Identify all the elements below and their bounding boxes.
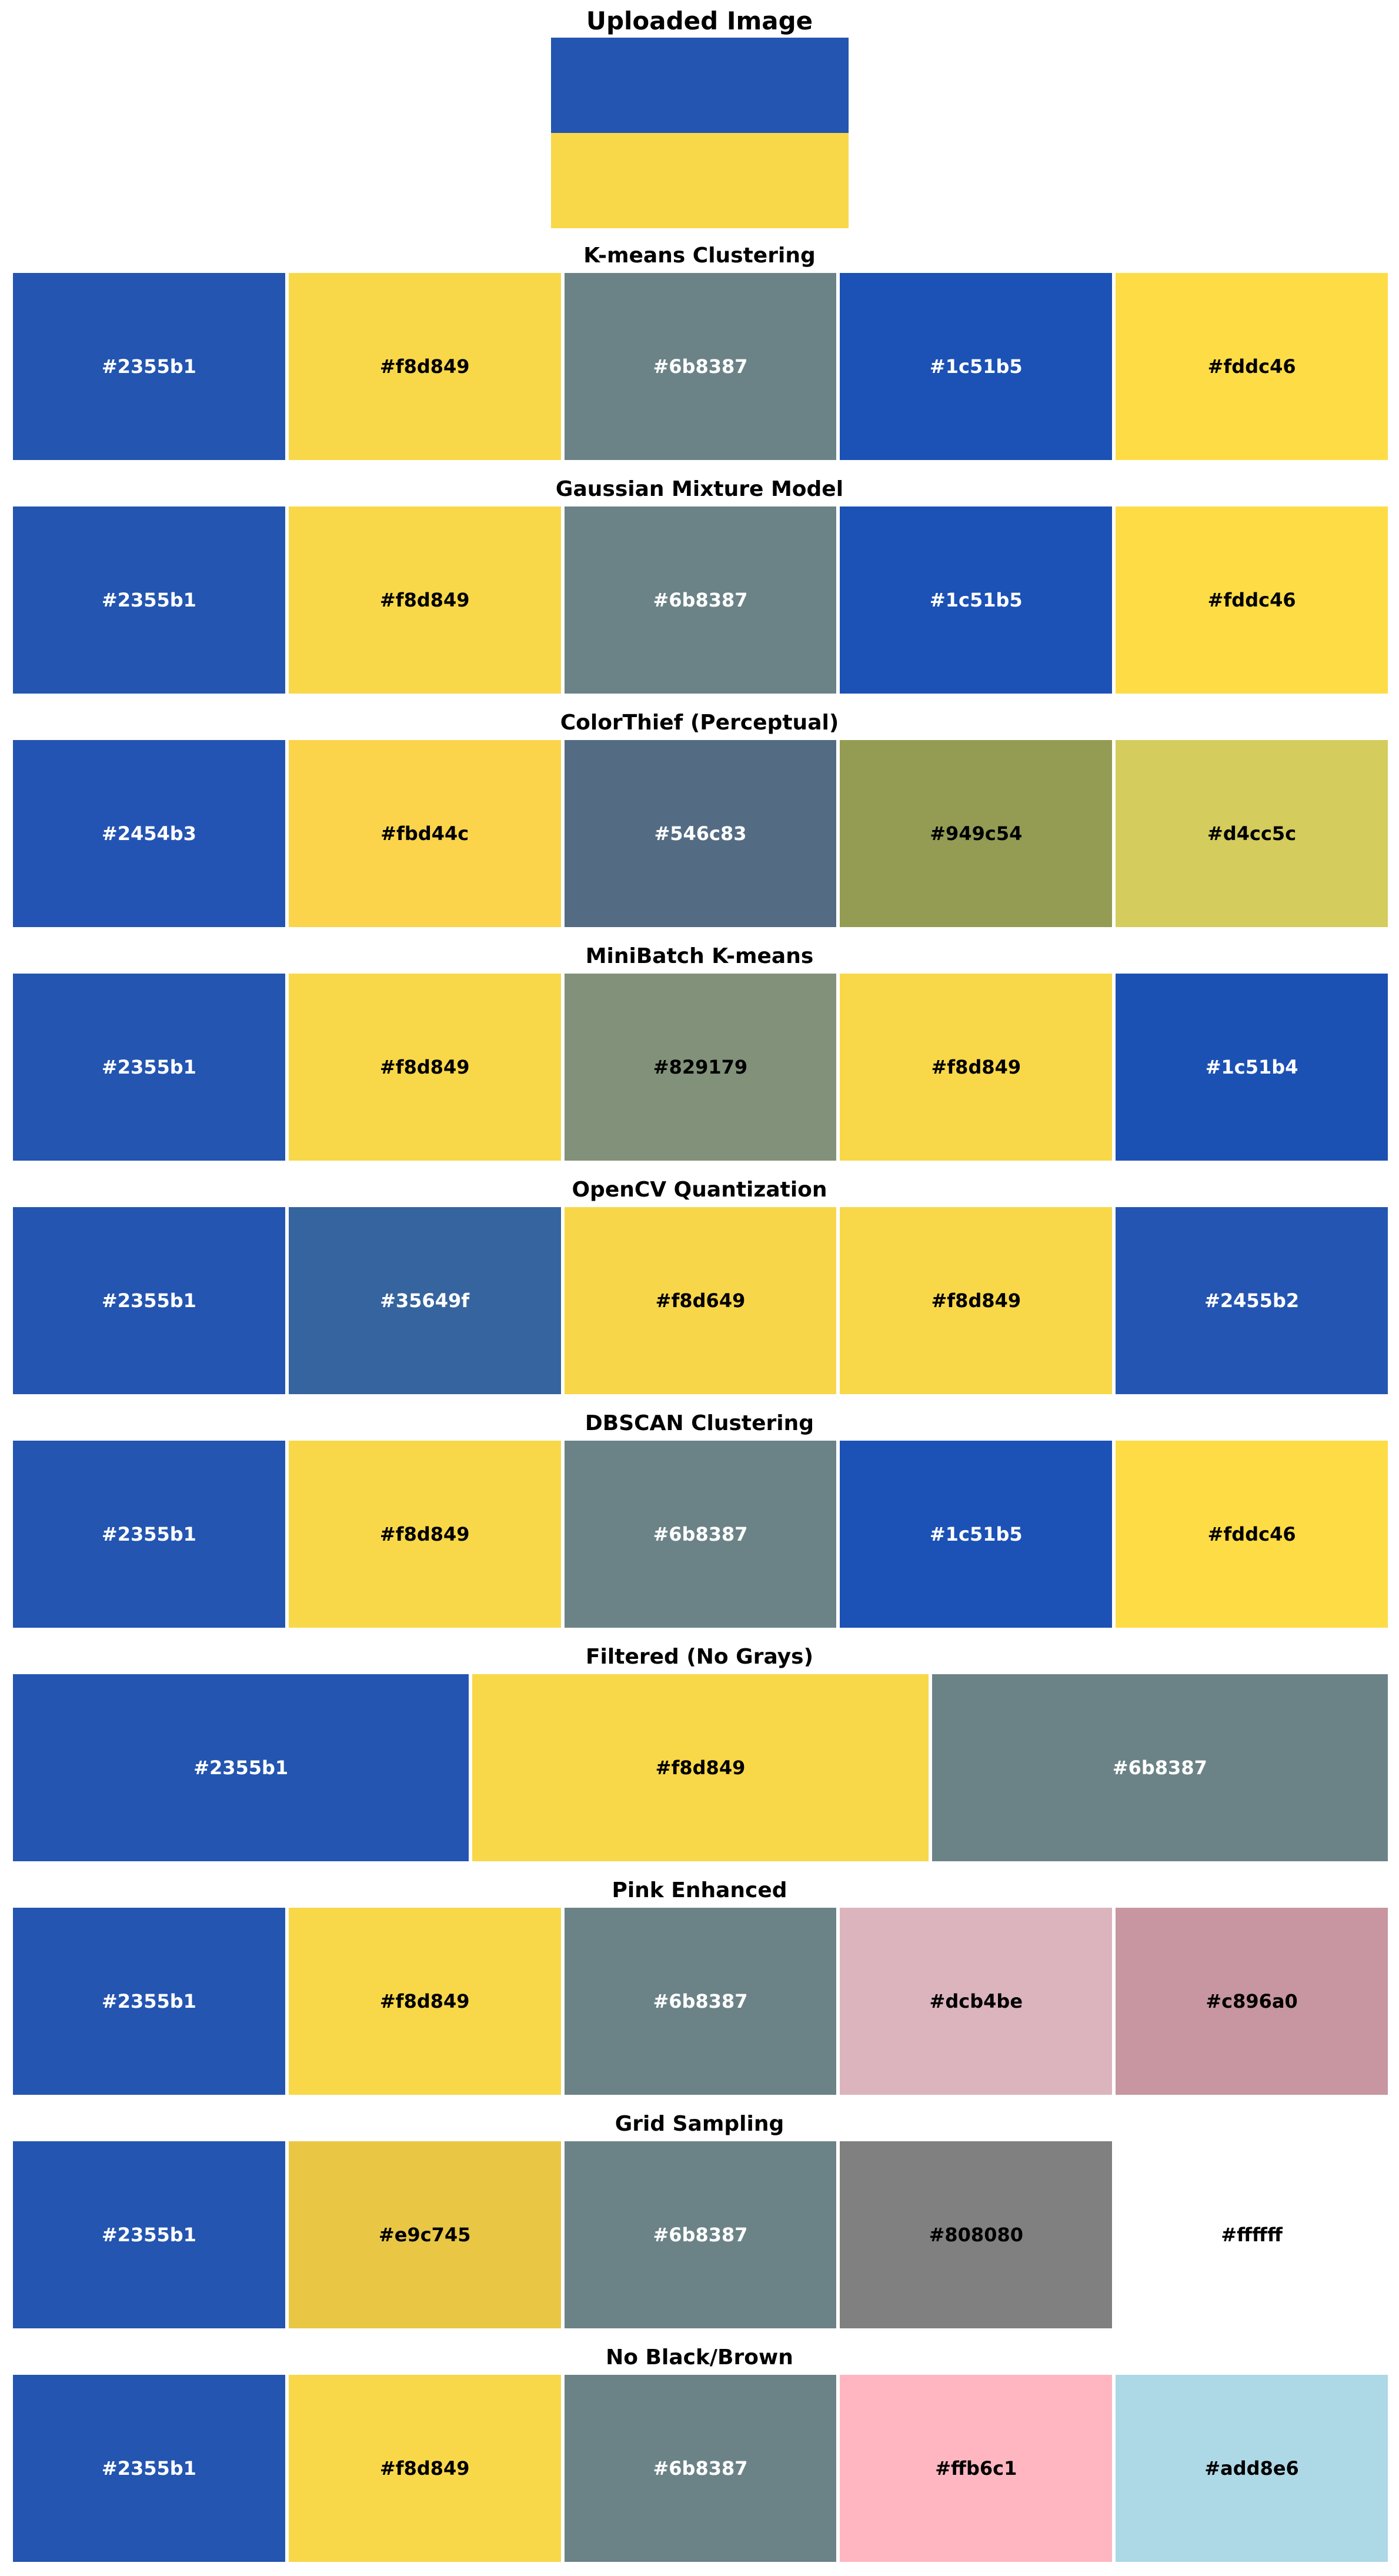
color-swatch: #6b8387: [564, 1441, 837, 1628]
color-swatch: #546c83: [564, 740, 837, 927]
palette-row: #2355b1 #f8d849 #829179 #f8d849 #1c51b4: [13, 974, 1388, 1161]
color-swatch: #fddc46: [1116, 506, 1388, 694]
palette-row: #2355b1 #f8d849 #6b8387 #1c51b5 #fddc46: [13, 506, 1388, 694]
color-swatch: #2355b1: [13, 2141, 285, 2328]
color-swatch: #ffffff: [1116, 2141, 1388, 2328]
section-title: Grid Sampling: [615, 2112, 784, 2136]
color-swatch: #dcb4be: [840, 1908, 1113, 2095]
color-swatch: #2355b1: [13, 273, 285, 460]
color-swatch: #f8d849: [288, 1441, 561, 1628]
color-swatch: #f8d849: [472, 1674, 929, 1861]
palette-row: #2355b1 #35649f #f8d649 #f8d849 #2455b2: [13, 1207, 1388, 1394]
color-swatch: #f8d849: [288, 506, 561, 694]
color-swatch: #2355b1: [13, 1674, 469, 1861]
color-swatch: #d4cc5c: [1116, 740, 1388, 927]
section-title: OpenCV Quantization: [572, 1178, 827, 1202]
section-title: MiniBatch K-means: [585, 944, 814, 968]
color-swatch: #35649f: [288, 1207, 561, 1394]
page-title: Uploaded Image: [586, 6, 813, 35]
palette-row: #2355b1 #f8d849 #6b8387 #dcb4be #c896a0: [13, 1908, 1388, 2095]
color-swatch: #6b8387: [931, 1674, 1388, 1861]
color-swatch: #2355b1: [13, 2375, 285, 2562]
palette-row: #2454b3 #fbd44c #546c83 #949c54 #d4cc5c: [13, 740, 1388, 927]
color-swatch: #2355b1: [13, 506, 285, 694]
palette-row: #2355b1 #f8d849 #6b8387 #1c51b5 #fddc46: [13, 1441, 1388, 1628]
color-swatch: #2355b1: [13, 1441, 285, 1628]
color-swatch: #2355b1: [13, 1908, 285, 2095]
color-swatch: #2454b3: [13, 740, 285, 927]
section-title: DBSCAN Clustering: [585, 1411, 814, 1435]
palette-row: #2355b1 #f8d849 #6b8387 #ffb6c1 #add8e6: [13, 2375, 1388, 2562]
section-title: K-means Clustering: [583, 244, 816, 268]
section-title: No Black/Brown: [606, 2345, 793, 2370]
flag-bottom-stripe: [551, 133, 849, 228]
color-swatch: #1c51b5: [840, 1441, 1113, 1628]
color-swatch: #fddc46: [1116, 273, 1388, 460]
color-swatch: #6b8387: [564, 2141, 837, 2328]
color-swatch: #f8d849: [288, 2375, 561, 2562]
color-swatch: #1c51b5: [840, 273, 1113, 460]
color-swatch: #e9c745: [288, 2141, 561, 2328]
section-title: ColorThief (Perceptual): [560, 711, 839, 735]
color-swatch: #ffb6c1: [840, 2375, 1113, 2562]
color-swatch: #1c51b4: [1116, 974, 1388, 1161]
color-swatch: #6b8387: [564, 2375, 837, 2562]
color-swatch: #c896a0: [1116, 1908, 1388, 2095]
palette-row: #2355b1 #e9c745 #6b8387 #808080 #ffffff: [13, 2141, 1388, 2328]
color-swatch: #add8e6: [1116, 2375, 1388, 2562]
color-swatch: #808080: [840, 2141, 1113, 2328]
uploaded-image: [551, 38, 849, 228]
color-swatch: #829179: [564, 974, 837, 1161]
color-swatch: #2455b2: [1116, 1207, 1388, 1394]
color-swatch: #1c51b5: [840, 506, 1113, 694]
color-swatch: #f8d849: [288, 273, 561, 460]
color-swatch: #2355b1: [13, 974, 285, 1161]
section-title: Gaussian Mixture Model: [555, 477, 844, 501]
section-title: Filtered (No Grays): [585, 1645, 814, 1669]
color-swatch: #f8d849: [840, 974, 1113, 1161]
color-swatch: #6b8387: [564, 273, 837, 460]
color-swatch: #fddc46: [1116, 1441, 1388, 1628]
palette-row: #2355b1 #f8d849 #6b8387 #1c51b5 #fddc46: [13, 273, 1388, 460]
color-swatch: #6b8387: [564, 506, 837, 694]
section-title: Pink Enhanced: [612, 1878, 787, 1902]
color-swatch: #f8d849: [840, 1207, 1113, 1394]
color-swatch: #f8d849: [288, 974, 561, 1161]
color-swatch: #6b8387: [564, 1908, 837, 2095]
color-swatch: #949c54: [840, 740, 1113, 927]
color-swatch: #f8d649: [564, 1207, 837, 1394]
color-swatch: #2355b1: [13, 1207, 285, 1394]
color-swatch: #fbd44c: [288, 740, 561, 927]
palette-row: #2355b1 #f8d849 #6b8387: [13, 1674, 1388, 1861]
flag-top-stripe: [551, 38, 849, 133]
color-swatch: #f8d849: [288, 1908, 561, 2095]
